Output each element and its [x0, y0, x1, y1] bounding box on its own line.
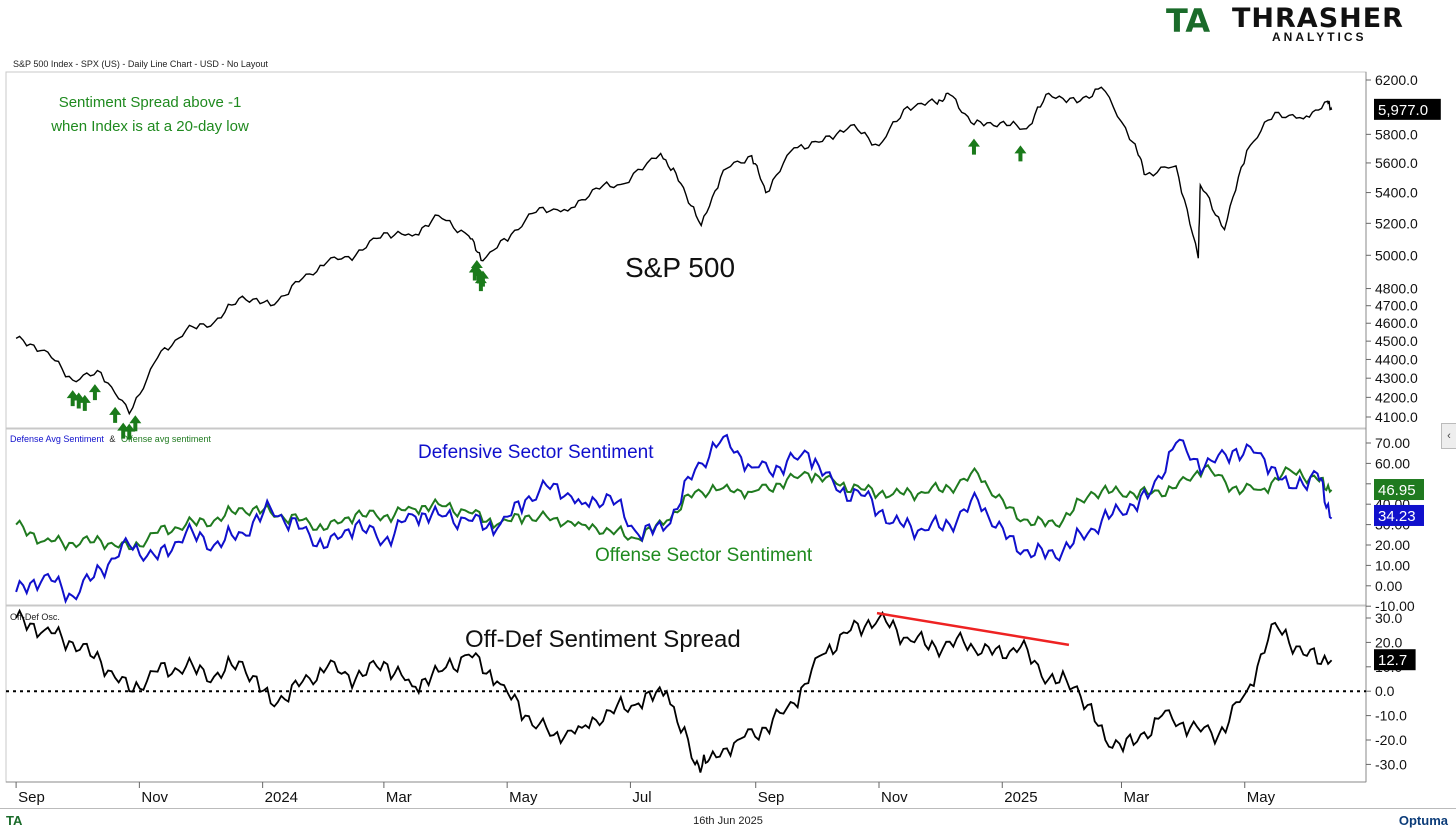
- x-axis-labels: Sep Nov 2024 Mar May Jul Sep Nov 2025 Mar May: [15, 782, 1276, 806]
- defense-annotation: Defensive Sector Sentiment: [418, 442, 654, 463]
- footer-date: 16th Jun 2025: [693, 815, 763, 827]
- last-value-badges: 5,977.0 46.95 34.23 12.7: [1374, 98, 1441, 671]
- price-last-value: 5,977.0: [1378, 102, 1428, 119]
- sentiment-panel-frame: [5, 428, 1367, 606]
- price-ytick-label: 5200.0: [1375, 215, 1418, 231]
- signal-arrow-icon: [967, 138, 980, 155]
- brand-logo: TA THRASHER ANALYTICS: [1166, 2, 1404, 44]
- axis-ticks: 6200.0 5800.0 5600.0 5400.0 5200.0 5000.0 4800…: [1366, 72, 1418, 772]
- legend-joiner: &: [109, 434, 115, 444]
- signal-arrows: [66, 138, 1027, 440]
- price-ytick-label: 4500.0: [1375, 333, 1418, 349]
- price-ytick-label: 4100.0: [1375, 409, 1418, 425]
- offense-last-value: 46.95: [1378, 482, 1416, 499]
- defense-legend-label: Defense Avg Sentiment: [10, 434, 104, 444]
- offense-legend-label: Offense avg sentiment: [121, 434, 211, 444]
- collapse-panel-toggle[interactable]: ‹: [1441, 423, 1456, 449]
- offense-sentiment-line: [15, 463, 1333, 552]
- footer-bar: TA 16th Jun 2025 Optuma: [0, 808, 1456, 837]
- brand-logo-mark: TA: [1166, 2, 1210, 40]
- signal-arrow-icon: [1014, 145, 1027, 162]
- price-series-layer: [15, 86, 1333, 416]
- spread-ytick-label: -20.0: [1375, 732, 1407, 748]
- signal-arrow-icon: [72, 392, 85, 409]
- offense-annotation: Offense Sector Sentiment: [595, 545, 813, 566]
- x-tick-label: Nov: [141, 789, 168, 806]
- spread-ytick-label: 30.0: [1375, 610, 1402, 626]
- price-ytick-label: 4200.0: [1375, 389, 1418, 405]
- price-ytick-label: 4300.0: [1375, 370, 1418, 386]
- sentiment-ytick-label: 0.00: [1375, 578, 1402, 594]
- chart-caption: S&P 500 Index - SPX (US) - Daily Line Ch…: [13, 59, 268, 69]
- x-tick-label: 2024: [265, 789, 298, 806]
- signal-arrow-icon: [476, 270, 489, 287]
- x-tick-label: Nov: [881, 789, 908, 806]
- sentiment-ytick-label: 20.00: [1375, 537, 1410, 553]
- signal-arrow-icon: [123, 423, 136, 440]
- price-ytick-label: 4400.0: [1375, 351, 1418, 367]
- annotation-line-1: Sentiment Spread above -1: [59, 94, 242, 111]
- price-title: S&P 500: [625, 252, 735, 283]
- red-trendline: [876, 611, 1070, 647]
- x-tick-label: Mar: [386, 789, 412, 806]
- signal-arrow-icon: [109, 406, 122, 423]
- brand-subtitle: ANALYTICS: [1272, 30, 1367, 44]
- signal-arrow-icon: [472, 267, 485, 284]
- price-ytick-label: 5400.0: [1375, 185, 1418, 201]
- signal-arrow-icon: [66, 390, 79, 407]
- spread-last-value: 12.7: [1378, 652, 1407, 669]
- price-ytick-label: 6200.0: [1375, 72, 1418, 88]
- x-tick-label: Mar: [1123, 789, 1149, 806]
- price-ytick-label: 4600.0: [1375, 315, 1418, 331]
- spread-panel-label: Off-Def Osc.: [10, 612, 60, 622]
- sentiment-ytick-label: 70.00: [1375, 435, 1410, 451]
- signal-arrow-icon: [117, 422, 130, 439]
- x-tick-label: Jul: [632, 789, 651, 806]
- spread-last-value-bg: [1374, 649, 1416, 671]
- spread-ytick-label: -30.0: [1375, 756, 1407, 772]
- spread-title: Off-Def Sentiment Spread: [465, 626, 741, 653]
- svg-text:Defense Avg Sentiment &: Defense Avg Sentiment & Offense avg sent…: [10, 434, 211, 444]
- x-tick-label: Sep: [758, 789, 785, 806]
- sentiment-series-layer: [15, 433, 1333, 605]
- panel-frames: [5, 71, 1367, 783]
- offense-last-value-bg: [1374, 479, 1424, 501]
- sentiment-panel-label: Defense Avg Sentiment & Offense avg sent…: [10, 434, 211, 444]
- sentiment-ytick-label: -10.00: [1375, 598, 1415, 614]
- price-ytick-label: 4800.0: [1375, 281, 1418, 297]
- defense-sentiment-line: [15, 433, 1333, 605]
- spread-series-layer: [6, 608, 1366, 773]
- defense-last-value: 34.23: [1378, 508, 1416, 525]
- signal-arrow-icon: [78, 394, 91, 411]
- sp500-price-line: [15, 86, 1333, 416]
- brand-name: THRASHER: [1232, 3, 1404, 34]
- x-tick-label: May: [1247, 789, 1276, 806]
- footer-logo-ta: TA: [6, 813, 23, 828]
- x-tick-label: Sep: [18, 789, 45, 806]
- signal-arrow-icon: [129, 415, 142, 432]
- optuma-logo[interactable]: Optuma: [1398, 813, 1448, 828]
- sentiment-ytick-label: 60.00: [1375, 455, 1410, 471]
- signal-arrow-icon: [470, 259, 483, 276]
- spread-ytick-label: 0.0: [1375, 683, 1395, 699]
- spread-ytick-label: 20.0: [1375, 634, 1402, 650]
- sentiment-ytick-label: 10.00: [1375, 557, 1410, 573]
- defense-last-value-bg: [1374, 504, 1424, 526]
- price-last-value-bg: [1374, 98, 1441, 120]
- annotation-line-2: when Index is at a 20-day low: [50, 118, 249, 135]
- price-ytick-label: 5600.0: [1375, 155, 1418, 171]
- spread-line: [15, 608, 1333, 773]
- spread-ytick-label: -10.0: [1375, 708, 1407, 724]
- signal-arrow-icon: [88, 384, 101, 401]
- x-tick-label: 2025: [1004, 789, 1037, 806]
- price-ytick-label: 5000.0: [1375, 247, 1418, 263]
- price-ytick-label: 4700.0: [1375, 298, 1418, 314]
- x-tick-label: May: [509, 789, 538, 806]
- price-ytick-label: 5800.0: [1375, 126, 1418, 142]
